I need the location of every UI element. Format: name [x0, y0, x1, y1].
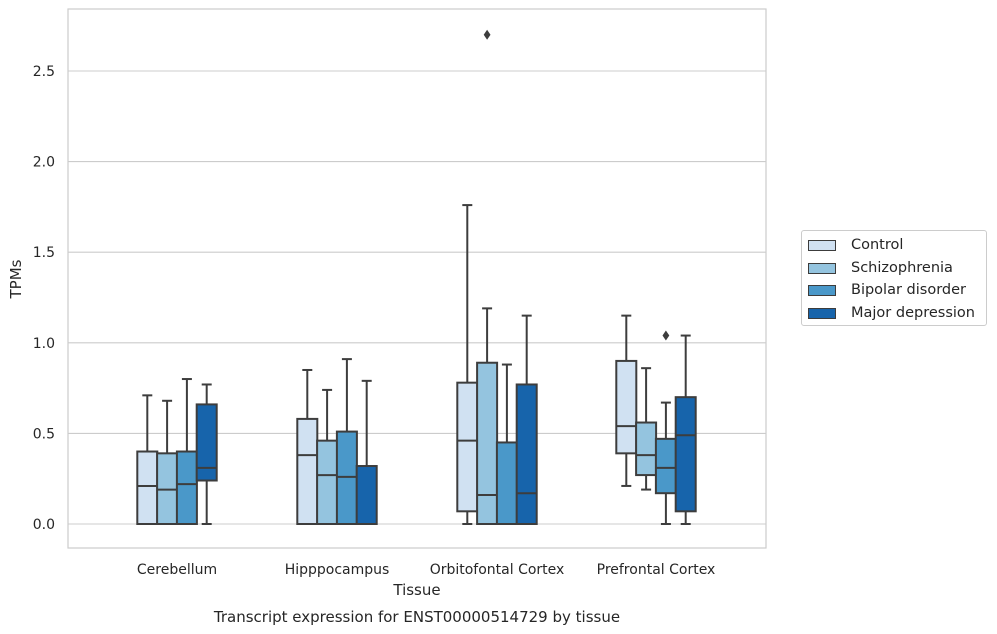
- box-3-2: [515, 314, 538, 526]
- x-axis-label: Tissue: [392, 581, 440, 599]
- gridlines: [68, 70, 766, 525]
- x-tick-label: Prefrontal Cortex: [597, 562, 716, 578]
- box-iqr: [316, 439, 339, 526]
- legend-item-bipolar-disorder: Bipolar disorder: [808, 280, 966, 300]
- box-iqr: [635, 421, 658, 477]
- legend-label-bipolar-disorder: Bipolar disorder: [851, 282, 966, 298]
- legend-swatch-bipolar-disorder: [808, 284, 836, 296]
- legend: Control Schizophrenia Bipolar disorder M…: [801, 230, 987, 326]
- box-2-1: [335, 358, 358, 526]
- box-3-0: [195, 383, 218, 525]
- legend-item-control: Control: [808, 235, 903, 255]
- legend-label-control: Control: [851, 237, 904, 253]
- box-1-0: [156, 399, 179, 525]
- box-1-2: [476, 29, 499, 525]
- x-tick-labels: Cerebellum Hipppocampus Orbitofontal Corte…: [137, 562, 715, 578]
- box-2-0: [175, 378, 198, 525]
- legend-label-schizophrenia: Schizophrenia: [851, 260, 953, 276]
- box-3-1: [355, 379, 378, 525]
- legend-swatch-control: [808, 239, 836, 251]
- box-0-1: [296, 368, 319, 525]
- x-tick-label: Orbitofontal Cortex: [430, 562, 565, 578]
- box-1-1: [316, 388, 339, 526]
- box-0-2: [456, 204, 479, 525]
- y-tick-label: 1.5: [33, 245, 55, 261]
- box-iqr: [615, 359, 638, 455]
- box-iqr: [654, 437, 677, 495]
- legend-swatch-major-depression: [808, 307, 836, 319]
- legend-item-major-depression: Major depression: [808, 303, 975, 323]
- plot-area-frame: [67, 8, 767, 549]
- box-iqr: [136, 450, 159, 525]
- chart-caption: Transcript expression for ENST0000051472…: [213, 608, 620, 626]
- legend-swatch-schizophrenia: [808, 262, 836, 274]
- legend-item-schizophrenia: Schizophrenia: [808, 258, 953, 278]
- box-iqr: [296, 417, 319, 525]
- y-tick-label: 2.0: [33, 155, 55, 171]
- x-tick-label: Cerebellum: [137, 562, 217, 578]
- box-0-0: [136, 394, 159, 525]
- box-iqr: [456, 381, 479, 513]
- box-0-3: [615, 314, 638, 487]
- box-iqr: [195, 403, 218, 482]
- box-iqr: [476, 361, 499, 525]
- y-axis-label: TPMs: [7, 259, 25, 299]
- box-1-3: [635, 367, 658, 491]
- y-tick-labels: 0.0 0.5 1.0 1.5 2.0 2.5: [33, 64, 55, 533]
- y-tick-label: 2.5: [33, 64, 55, 80]
- x-tick-label: Hipppocampus: [285, 562, 390, 578]
- outlier-point: [662, 330, 670, 341]
- box-iqr: [674, 396, 697, 513]
- y-tick-label: 0.0: [33, 517, 55, 533]
- y-tick-label: 1.0: [33, 336, 55, 352]
- box-iqr: [175, 450, 198, 525]
- outlier-point: [483, 29, 491, 40]
- box-3-3: [674, 334, 697, 525]
- box-series: [136, 29, 697, 526]
- box-2-2: [495, 363, 518, 525]
- legend-label-major-depression: Major depression: [851, 305, 975, 321]
- box-2-3: [654, 330, 677, 525]
- box-iqr: [355, 465, 378, 525]
- box-iqr: [495, 441, 518, 525]
- y-tick-label: 0.5: [33, 426, 55, 442]
- box-iqr: [515, 383, 538, 526]
